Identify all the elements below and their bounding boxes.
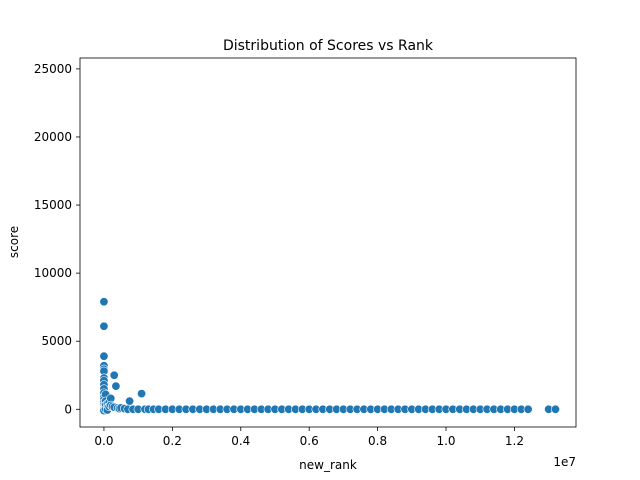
y-tick-label: 25000 (34, 62, 72, 76)
scatter-point-102 (550, 404, 560, 414)
scatter-point-33 (111, 381, 121, 391)
scatter-point-31 (109, 370, 119, 380)
scatter-point-1 (99, 321, 109, 331)
scatter-point-0 (99, 297, 109, 307)
y-tick-label: 15000 (34, 198, 72, 212)
plot-area-frame (79, 57, 577, 428)
y-tick-label: 10000 (34, 266, 72, 280)
x-tick-label: 0.2 (163, 434, 182, 448)
x-tick-label: 1.2 (505, 434, 524, 448)
x-axis-label: new_rank (299, 458, 357, 472)
x-tick-label: 0.8 (368, 434, 387, 448)
x-tick-label: 1.0 (436, 434, 455, 448)
scatter-point-39 (125, 396, 135, 406)
y-axis-label: score (7, 226, 21, 258)
x-axis: 0.0 0.2 0.4 0.6 0.8 1.0 1.2 (94, 427, 524, 448)
scatter-point-100 (523, 404, 533, 414)
x-tick-label: 0.6 (300, 434, 319, 448)
chart-title: Distribution of Scores vs Rank (223, 38, 434, 54)
scatter-point-42 (137, 389, 147, 399)
x-tick-label: 0.4 (231, 434, 250, 448)
x-tick-label: 0.0 (94, 434, 113, 448)
y-tick-label: 5000 (41, 334, 72, 348)
scatter-point-2 (99, 351, 109, 361)
y-tick-label: 20000 (34, 130, 72, 144)
y-tick-label: 0 (64, 402, 72, 416)
scatter-points (99, 297, 560, 416)
x-axis-offset-label: 1e7 (553, 455, 576, 469)
y-axis: 0 5000 10000 15000 20000 25000 (34, 62, 80, 416)
